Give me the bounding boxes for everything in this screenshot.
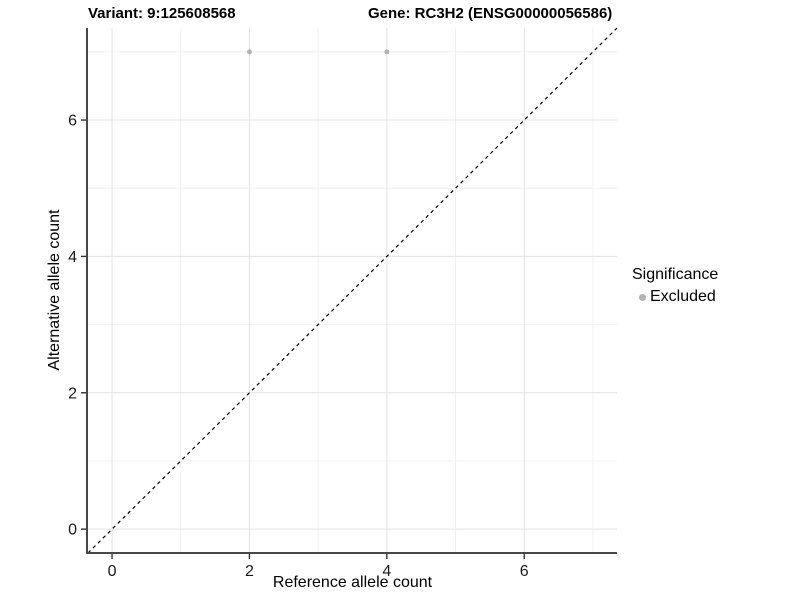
y-tick-label: 6 (68, 113, 77, 130)
data-point (384, 49, 390, 55)
y-tick-label: 4 (68, 249, 77, 266)
x-tick-label: 2 (245, 563, 254, 580)
x-tick-label: 4 (382, 563, 391, 580)
legend-point-icon (639, 293, 646, 301)
y-tick-label: 2 (68, 385, 77, 402)
y-tick-label: 0 (68, 522, 77, 539)
x-tick-label: 0 (108, 563, 117, 580)
data-point (246, 49, 252, 55)
legend-item-label: Excluded (650, 288, 716, 305)
identity-reference-line (87, 27, 618, 554)
variant-title: Variant: 9:125608568 (88, 5, 236, 22)
y-axis-title: Alternative allele count (46, 209, 63, 371)
legend-title: Significance (632, 266, 719, 283)
gene-title: Gene: RC3H2 (ENSG00000056586) (368, 5, 613, 22)
legend: Significance Excluded (632, 266, 718, 306)
x-tick-label: 6 (520, 563, 529, 580)
x-axis-title: Reference allele count (272, 574, 433, 591)
legend-item-excluded: Excluded (632, 288, 718, 306)
